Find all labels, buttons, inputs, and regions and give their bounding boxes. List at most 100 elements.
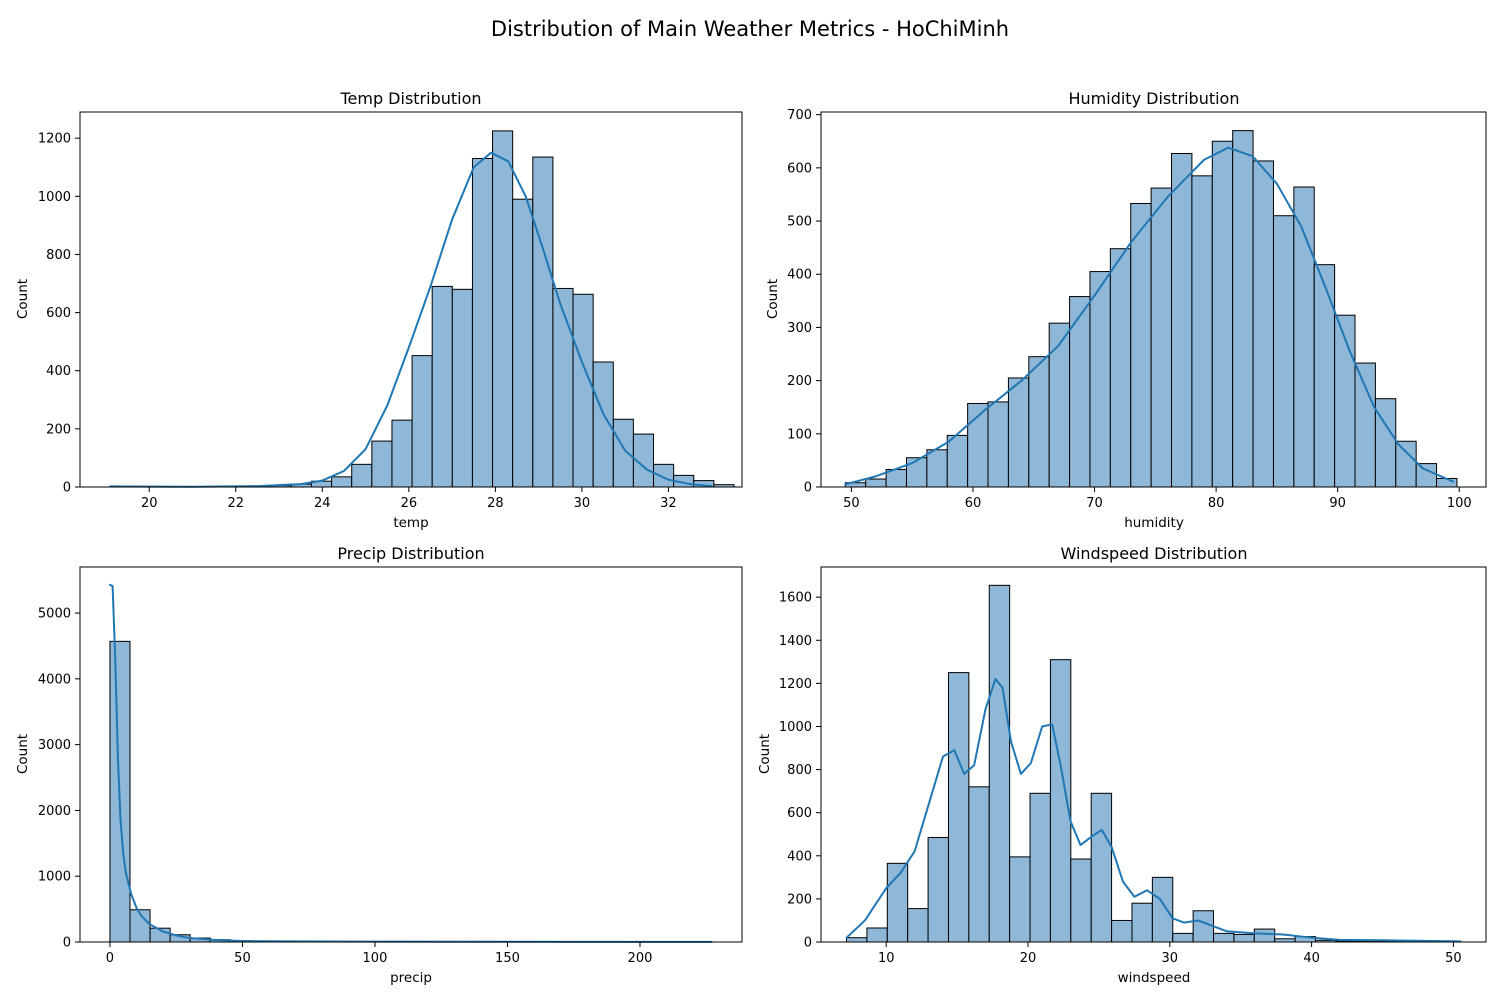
x-tick-label: 100 <box>1447 496 1472 511</box>
histogram-bar <box>1130 202 1152 488</box>
y-tick-label: 700 <box>787 108 812 123</box>
histogram-bar <box>846 937 868 943</box>
histogram-bar <box>905 457 928 488</box>
y-tick-label: 200 <box>787 374 812 389</box>
x-tick-label: 28 <box>487 496 504 511</box>
histogram-bar <box>1007 377 1030 488</box>
x-tick-label: 80 <box>1208 496 1225 511</box>
x-axis-label-humidity: humidity <box>1124 515 1184 531</box>
histogram-bar <box>988 584 1011 943</box>
x-tick-label: 90 <box>1329 496 1346 511</box>
histogram-bar <box>411 355 433 488</box>
histogram-bar <box>1090 792 1113 943</box>
histogram-bar <box>927 836 949 943</box>
x-tick-label: 40 <box>1303 951 1320 966</box>
x-tick-label: 60 <box>965 496 982 511</box>
histogram-bar <box>1028 356 1050 488</box>
histogram-bar <box>926 449 948 488</box>
panel-title-humidity: Humidity Distribution <box>1069 89 1240 108</box>
histogram-bar <box>1192 910 1215 943</box>
axes-frame-precip <box>79 566 743 943</box>
histogram-bar <box>1150 187 1173 488</box>
y-tick-label: 500 <box>787 215 812 230</box>
kde-curve-humidity <box>844 146 1455 486</box>
histogram-bar <box>1313 264 1336 488</box>
histogram-bar <box>1213 932 1235 943</box>
panel-title-windspeed: Windspeed Distribution <box>1061 544 1248 563</box>
panel-humidity: Humidity Distribution humidity Count 50 6… <box>765 89 1487 531</box>
panel-title-temp: Temp Distribution <box>339 89 481 108</box>
histogram-bar <box>1211 140 1234 488</box>
histogram-bar <box>1171 152 1193 488</box>
histogram-bar <box>1048 322 1071 488</box>
axes-frame-humidity <box>820 111 1487 488</box>
y-tick-label: 400 <box>787 268 812 283</box>
histogram-bar <box>451 288 473 488</box>
histogram-bar <box>1395 440 1417 488</box>
kde-curve-precip <box>108 583 713 943</box>
histogram-bar <box>391 419 413 488</box>
x-tick-label: 50 <box>1445 951 1462 966</box>
y-tick-label: 400 <box>46 364 71 379</box>
y-tick-label: 1200 <box>779 677 812 692</box>
y-tick-label: 0 <box>63 936 71 951</box>
x-tick-label: 70 <box>1086 496 1103 511</box>
histogram-bar <box>865 478 887 488</box>
y-tick-label: 2000 <box>38 804 71 819</box>
y-tick-label: 1200 <box>38 132 71 147</box>
x-tick-label: 22 <box>227 496 244 511</box>
histogram-bar <box>1111 919 1133 943</box>
x-tick-label: 20 <box>141 496 158 511</box>
y-tick-label: 200 <box>46 422 71 437</box>
histogram-bar <box>351 463 373 488</box>
axes-frame-windspeed <box>820 566 1487 943</box>
histogram-bar <box>1009 856 1031 943</box>
panel-temp: Temp Distribution temp Count 20 22 24 26 28 3… <box>15 89 743 531</box>
histogram-bar <box>1029 792 1051 943</box>
y-tick-label: 5000 <box>38 607 71 622</box>
y-tick-label: 3000 <box>38 738 71 753</box>
x-tick-label: 32 <box>660 496 677 511</box>
histogram-bar <box>1232 130 1254 488</box>
histogram-bar <box>1070 858 1092 943</box>
histogram-bar <box>1272 215 1295 488</box>
panel-windspeed: Windspeed Distribution windspeed Count 1… <box>757 544 1487 986</box>
y-tick-label: 0 <box>63 481 71 496</box>
histogram-bar <box>492 130 514 488</box>
histogram-bar <box>866 927 888 943</box>
histogram-bar <box>1415 463 1438 488</box>
histogram-bar <box>1233 933 1255 943</box>
y-axis-label-temp: Count <box>15 279 31 319</box>
kde-curve-temp <box>109 151 713 488</box>
histogram-bar <box>947 672 970 943</box>
y-axis-label-precip: Count <box>15 734 31 774</box>
bars-windspeed <box>846 584 1459 943</box>
y-tick-label: 400 <box>787 849 812 864</box>
histogram-bar <box>1252 160 1274 488</box>
histogram-bar <box>431 285 453 488</box>
x-tick-label: 30 <box>1162 951 1179 966</box>
histogram-bar <box>968 786 990 943</box>
y-tick-label: 600 <box>46 306 71 321</box>
histogram-bar <box>612 418 634 488</box>
histogram-bar <box>552 287 574 488</box>
x-tick-label: 0 <box>106 951 114 966</box>
histogram-bar <box>1253 928 1276 943</box>
y-tick-label: 0 <box>804 936 812 951</box>
histogram-bar <box>1191 175 1213 488</box>
x-axis-label-temp: temp <box>393 515 428 531</box>
histogram-bar <box>471 158 494 488</box>
figure-title: Distribution of Main Weather Metrics - H… <box>491 17 1009 41</box>
y-tick-label: 800 <box>46 248 71 263</box>
x-tick-label: 50 <box>234 951 251 966</box>
y-tick-label: 1000 <box>38 190 71 205</box>
x-tick-label: 10 <box>878 951 895 966</box>
y-axis-label-humidity: Count <box>765 279 781 319</box>
x-tick-label: 30 <box>574 496 591 511</box>
histogram-bar <box>987 401 1009 488</box>
histogram-bar <box>1374 398 1397 488</box>
histogram-bar <box>1354 362 1376 488</box>
histogram-bar <box>1131 902 1153 943</box>
y-tick-label: 800 <box>787 763 812 778</box>
